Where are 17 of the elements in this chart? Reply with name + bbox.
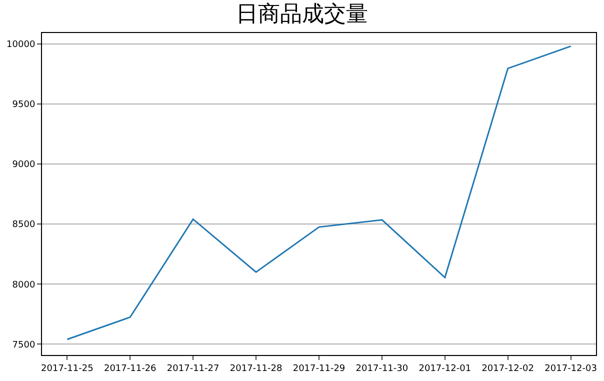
x-tick-label: 2017-11-26: [104, 364, 157, 374]
x-tick-label: 2017-11-28: [230, 364, 282, 374]
x-tick-label: 2017-11-30: [356, 364, 408, 374]
y-tick-label: 9000: [12, 160, 36, 170]
y-tick-label: 8500: [12, 220, 36, 230]
chart-title: 日商品成交量: [236, 2, 368, 28]
y-tick-label: 10000: [6, 40, 36, 50]
x-tick-label: 2017-12-01: [418, 364, 472, 374]
x-tick-label: 2017-11-29: [292, 364, 346, 374]
y-tick-label: 9500: [12, 100, 36, 110]
y-tick-label: 7500: [12, 340, 36, 350]
line-series: [66, 45, 572, 340]
x-tick-label: 2017-12-03: [544, 364, 597, 374]
x-tick-label: 2017-12-02: [482, 364, 534, 374]
x-tick-label: 2017-11-25: [41, 364, 94, 374]
y-tick-label: 8000: [12, 280, 36, 290]
x-tick-label: 2017-11-27: [166, 364, 220, 374]
